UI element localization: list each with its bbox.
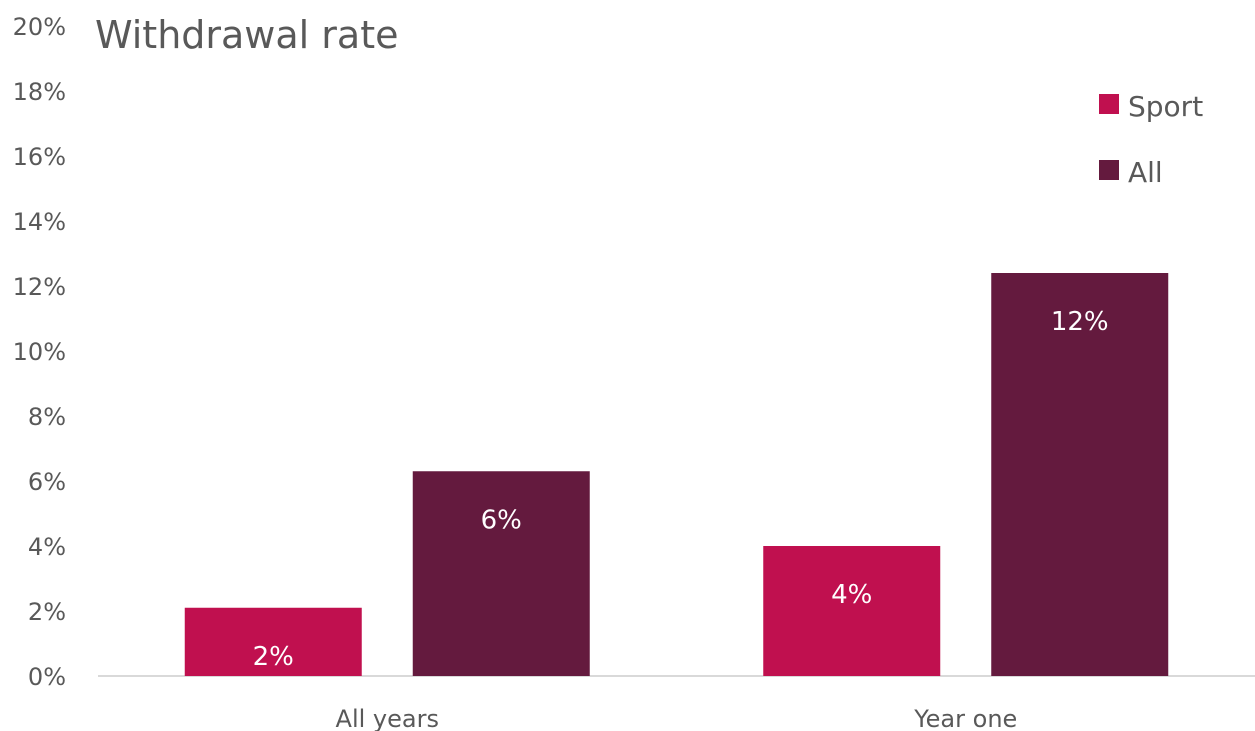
y-tick-label: 8%	[28, 403, 66, 431]
x-category-label: All years	[336, 705, 439, 731]
bar-sport-year-one	[763, 546, 941, 676]
data-label: 4%	[831, 580, 872, 610]
y-tick-label: 14%	[13, 208, 66, 236]
bar-all-year-one	[991, 273, 1169, 676]
y-tick-label: 0%	[28, 663, 66, 691]
y-tick-label: 2%	[28, 598, 66, 626]
y-axis-ticks: 0% 2% 4% 6% 8% 10% 12% 14% 16% 18% 20%	[13, 13, 66, 691]
data-label: 12%	[1051, 307, 1109, 337]
y-tick-label: 16%	[13, 143, 66, 171]
y-tick-label: 20%	[13, 13, 66, 41]
legend-swatch-sport	[1099, 94, 1119, 114]
bar-all-all-years	[412, 471, 590, 676]
y-tick-label: 4%	[28, 533, 66, 561]
y-tick-label: 12%	[13, 273, 66, 301]
bar-sport-all-years	[184, 607, 362, 676]
data-label: 6%	[481, 505, 522, 535]
y-tick-label: 10%	[13, 338, 66, 366]
data-label: 2%	[253, 642, 294, 672]
chart-title: Withdrawal rate	[95, 13, 399, 57]
bars: 2% 6% 4% 12%	[184, 273, 1169, 676]
legend-swatch-all	[1099, 160, 1119, 180]
y-tick-label: 6%	[28, 468, 66, 496]
x-axis-labels: All years Year one	[336, 705, 1018, 731]
legend-label-sport: Sport	[1128, 90, 1203, 123]
legend: Sport All	[1099, 90, 1203, 189]
x-category-label: Year one	[913, 705, 1017, 731]
y-tick-label: 18%	[13, 78, 66, 106]
legend-label-all: All	[1128, 156, 1163, 189]
